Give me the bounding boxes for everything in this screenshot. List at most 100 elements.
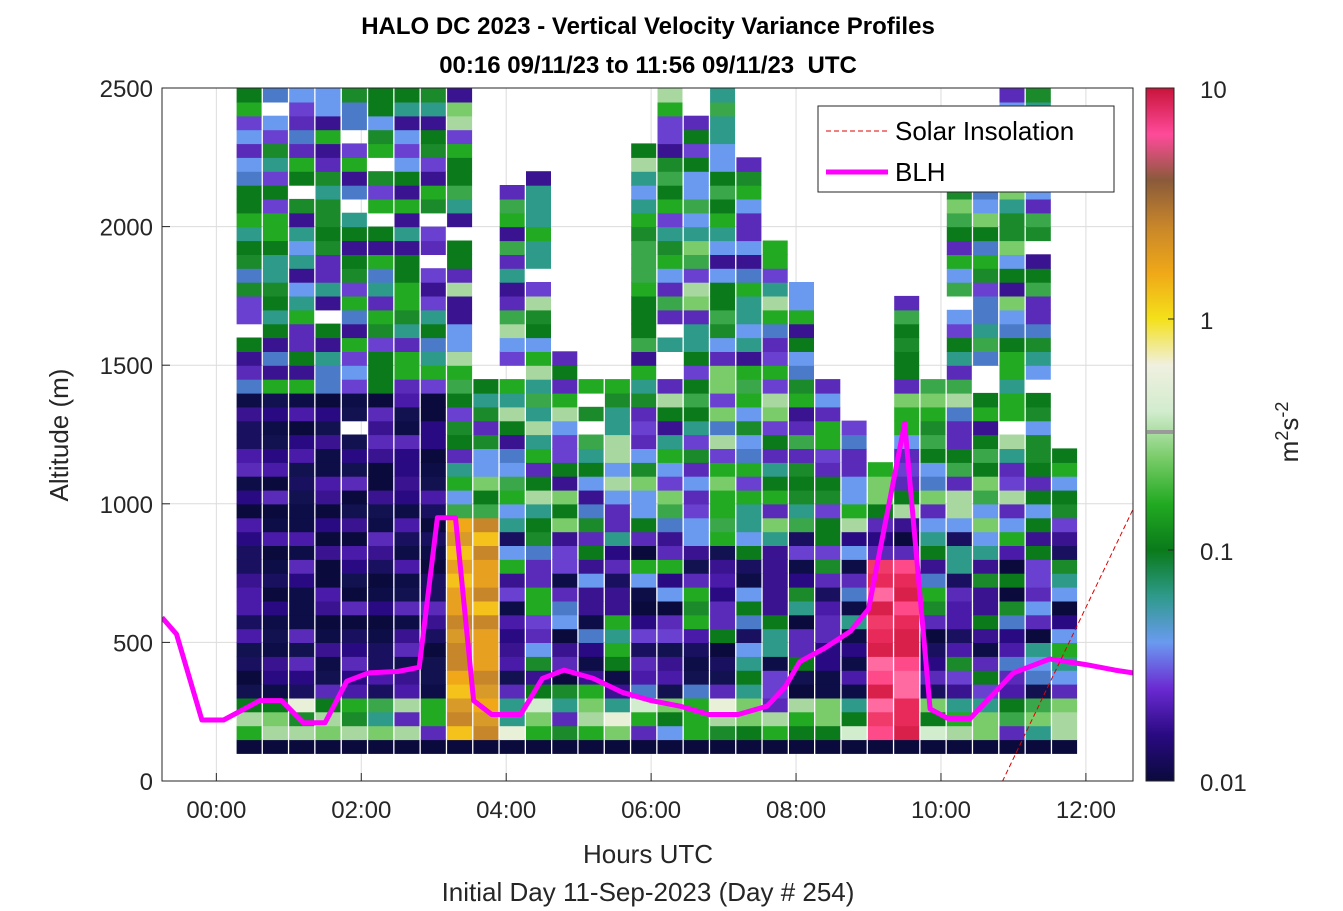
heatmap-cell bbox=[736, 365, 762, 380]
heatmap-cell bbox=[499, 240, 525, 255]
heatmap-cell bbox=[894, 351, 920, 366]
colorbar-tick-label: 1 bbox=[1200, 308, 1213, 335]
heatmap-cell bbox=[262, 226, 288, 242]
heatmap-cell bbox=[683, 670, 709, 685]
heatmap-cell bbox=[973, 711, 999, 727]
heatmap-cell bbox=[341, 309, 367, 325]
heatmap-cell bbox=[394, 365, 420, 380]
heatmap-cell bbox=[683, 476, 709, 491]
heatmap-cell bbox=[999, 462, 1025, 477]
heatmap-cell bbox=[262, 185, 288, 200]
heatmap-cell bbox=[736, 282, 762, 297]
heatmap-cell bbox=[394, 198, 420, 214]
heatmap-cell bbox=[394, 295, 420, 311]
heatmap-cell bbox=[262, 448, 288, 463]
heatmap-cell bbox=[815, 517, 841, 533]
y-tick-label: 2500 bbox=[100, 76, 153, 103]
heatmap-cell bbox=[341, 171, 367, 186]
heatmap-cell bbox=[683, 365, 709, 380]
heatmap-cell bbox=[262, 171, 288, 186]
heatmap-cell bbox=[499, 185, 525, 200]
heatmap-cell bbox=[236, 129, 262, 145]
heatmap-cell bbox=[420, 268, 446, 283]
heatmap-cell bbox=[447, 462, 473, 477]
heatmap-cell bbox=[578, 462, 604, 477]
heatmap-cell bbox=[394, 684, 420, 699]
heatmap-cell bbox=[604, 406, 630, 422]
heatmap-cell bbox=[710, 739, 736, 754]
heatmap-cell bbox=[999, 587, 1025, 602]
heatmap-cell bbox=[420, 115, 446, 131]
heatmap-cell bbox=[867, 489, 893, 505]
heatmap-cell bbox=[526, 600, 551, 616]
heatmap-cell bbox=[736, 670, 762, 685]
heatmap-cell bbox=[289, 670, 315, 685]
heatmap-cell bbox=[736, 226, 762, 242]
heatmap-cell bbox=[1025, 268, 1051, 283]
heatmap-cell bbox=[1025, 420, 1051, 436]
heatmap-cell bbox=[1052, 545, 1078, 560]
heatmap-cell bbox=[499, 268, 525, 283]
heatmap-cell bbox=[368, 476, 394, 491]
heatmap-cell bbox=[552, 448, 578, 463]
heatmap-cell bbox=[341, 254, 367, 269]
heatmap-cell bbox=[999, 365, 1025, 380]
series-lines bbox=[162, 420, 1133, 781]
heatmap-cell bbox=[736, 392, 762, 408]
heatmap-cell bbox=[920, 503, 946, 519]
heatmap-cell bbox=[946, 351, 972, 366]
heatmap-cell bbox=[815, 739, 841, 754]
heatmap-cell bbox=[1052, 503, 1078, 519]
heatmap-cell bbox=[473, 600, 499, 616]
heatmap-cell bbox=[894, 309, 920, 325]
x-axis-label: Hours UTC bbox=[583, 839, 713, 869]
heatmap-cell bbox=[736, 517, 762, 533]
heatmap-cell bbox=[657, 642, 683, 657]
heatmap-cells bbox=[236, 88, 1078, 754]
heatmap-cell bbox=[973, 420, 999, 436]
heatmap-cell bbox=[657, 337, 683, 352]
heatmap-cell bbox=[1025, 559, 1051, 574]
heatmap-cell bbox=[736, 739, 762, 754]
heatmap-cell bbox=[657, 614, 683, 630]
heatmap-cell bbox=[736, 268, 762, 283]
heatmap-cell bbox=[341, 295, 367, 311]
heatmap-cell bbox=[762, 309, 788, 325]
heatmap-cell bbox=[236, 462, 262, 477]
heatmap-cell bbox=[394, 254, 420, 269]
heatmap-cell bbox=[683, 198, 709, 214]
heatmap-cell bbox=[368, 656, 394, 671]
heatmap-cell bbox=[262, 489, 288, 505]
heatmap-cell bbox=[262, 323, 288, 339]
heatmap-cell bbox=[657, 711, 683, 727]
heatmap-cell bbox=[368, 185, 394, 200]
heatmap-cell bbox=[447, 489, 473, 505]
x-tick-label: 10:00 bbox=[911, 797, 971, 824]
heatmap-cell bbox=[604, 517, 630, 533]
heatmap-cell bbox=[315, 406, 341, 422]
heatmap-cell bbox=[973, 198, 999, 214]
heatmap-cell bbox=[315, 171, 341, 186]
heatmap-cell bbox=[631, 198, 657, 214]
heatmap-cell bbox=[552, 434, 578, 449]
heatmap-cell bbox=[420, 517, 446, 533]
heatmap-cell bbox=[368, 337, 394, 352]
heatmap-cell bbox=[1052, 670, 1078, 685]
heatmap-cell bbox=[973, 739, 999, 754]
heatmap-cell bbox=[552, 642, 578, 657]
heatmap-cell bbox=[236, 739, 262, 754]
heatmap-cell bbox=[552, 656, 578, 671]
heatmap-cell bbox=[447, 171, 473, 186]
heatmap-cell bbox=[289, 379, 315, 394]
heatmap-cell bbox=[736, 420, 762, 436]
heatmap-cell bbox=[289, 476, 315, 491]
heatmap-cell bbox=[1025, 517, 1051, 533]
heatmap-cell bbox=[499, 295, 525, 311]
heatmap-cell bbox=[420, 503, 446, 519]
heatmap-cell bbox=[368, 517, 394, 533]
heatmap-cell bbox=[789, 711, 814, 727]
heatmap-cell bbox=[736, 309, 762, 325]
heatmap-cell bbox=[368, 101, 394, 117]
heatmap-cell bbox=[289, 268, 315, 283]
heatmap-cell bbox=[973, 309, 999, 325]
